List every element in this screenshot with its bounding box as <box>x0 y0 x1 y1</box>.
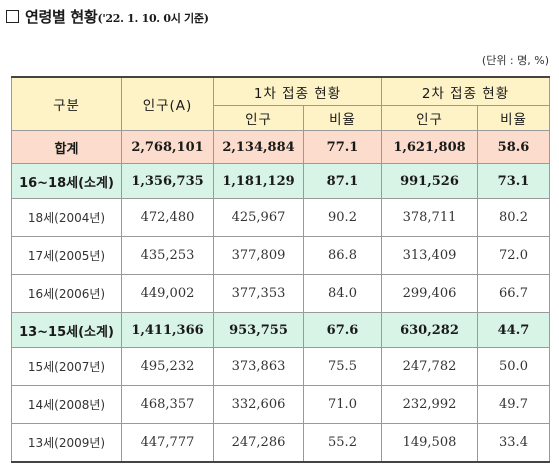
row-label: 13세(2009년) <box>11 423 122 463</box>
header-dose1-pop: 인구 <box>213 105 304 131</box>
row-label: 15세(2007년) <box>11 347 122 386</box>
cell-dose1-pop: 373,863 <box>213 347 304 386</box>
table-row: 15세(2007년) 495,232 373,863 75.5 247,782 … <box>11 347 550 386</box>
cell-dose2-pop: 299,406 <box>381 274 478 313</box>
row-label: 13~15세(소계) <box>11 312 122 348</box>
table-row: 16세(2006년) 449,002 377,353 84.0 299,406 … <box>11 274 550 313</box>
cell-dose2-pop: 1,621,808 <box>381 130 478 164</box>
header-population: 인구(A) <box>121 76 214 131</box>
unit-note: (단위 : 명, %) <box>481 54 549 67</box>
cell-population: 447,777 <box>121 423 214 463</box>
row-label: 16세(2006년) <box>11 274 122 313</box>
table-row: 13세(2009년) 447,777 247,286 55.2 149,508 … <box>11 423 550 463</box>
vaccination-table: 구분 인구(A) 1차 접종 현황 2차 접종 현황 인구 비율 인구 비율 합… <box>11 76 550 463</box>
header-dose2: 2차 접종 현황 <box>381 76 550 106</box>
cell-population: 449,002 <box>121 274 214 313</box>
row-label: 16~18세(소계) <box>11 163 122 199</box>
header-category: 구분 <box>11 76 122 131</box>
header-dose1-rate: 비율 <box>303 105 382 131</box>
cell-dose2-rate: 50.0 <box>477 347 550 386</box>
cell-dose1-rate: 67.6 <box>303 312 382 348</box>
cell-population: 2,768,101 <box>121 130 214 164</box>
row-label: 17세(2005년) <box>11 236 122 275</box>
table-row-subtotal: 13~15세(소계) 1,411,366 953,755 67.6 630,28… <box>11 312 550 348</box>
cell-dose1-rate: 75.5 <box>303 347 382 386</box>
cell-dose2-pop: 991,526 <box>381 163 478 199</box>
cell-dose2-rate: 44.7 <box>477 312 550 348</box>
cell-dose2-pop: 247,782 <box>381 347 478 386</box>
cell-population: 468,357 <box>121 385 214 424</box>
cell-dose2-pop: 149,508 <box>381 423 478 463</box>
title-date: ('22. 1. 10. 0시 기준) <box>97 12 209 25</box>
cell-dose2-pop: 313,409 <box>381 236 478 275</box>
cell-dose1-pop: 953,755 <box>213 312 304 348</box>
cell-dose2-rate: 72.0 <box>477 236 550 275</box>
cell-dose1-rate: 71.0 <box>303 385 382 424</box>
checkbox-square-icon <box>6 10 19 23</box>
table-row: 18세(2004년) 472,480 425,967 90.2 378,711 … <box>11 198 550 237</box>
cell-dose2-pop: 630,282 <box>381 312 478 348</box>
cell-population: 472,480 <box>121 198 214 237</box>
cell-dose1-pop: 247,286 <box>213 423 304 463</box>
cell-dose2-rate: 66.7 <box>477 274 550 313</box>
page-title: 연령별 현황('22. 1. 10. 0시 기준) <box>6 6 209 27</box>
cell-population: 1,411,366 <box>121 312 214 348</box>
header-dose2-pop: 인구 <box>381 105 478 131</box>
header-dose1: 1차 접종 현황 <box>213 76 382 106</box>
cell-dose1-pop: 377,353 <box>213 274 304 313</box>
row-label: 18세(2004년) <box>11 198 122 237</box>
cell-dose1-rate: 84.0 <box>303 274 382 313</box>
cell-dose2-pop: 232,992 <box>381 385 478 424</box>
cell-dose1-rate: 55.2 <box>303 423 382 463</box>
cell-population: 435,253 <box>121 236 214 275</box>
cell-dose1-rate: 90.2 <box>303 198 382 237</box>
table-row-subtotal: 16~18세(소계) 1,356,735 1,181,129 87.1 991,… <box>11 163 550 199</box>
row-label: 합계 <box>11 130 122 164</box>
table-row: 17세(2005년) 435,253 377,809 86.8 313,409 … <box>11 236 550 275</box>
cell-population: 1,356,735 <box>121 163 214 199</box>
cell-dose1-rate: 77.1 <box>303 130 382 164</box>
cell-dose2-rate: 49.7 <box>477 385 550 424</box>
cell-dose1-pop: 425,967 <box>213 198 304 237</box>
cell-dose2-rate: 33.4 <box>477 423 550 463</box>
cell-population: 495,232 <box>121 347 214 386</box>
table-row-total: 합계 2,768,101 2,134,884 77.1 1,621,808 58… <box>11 130 550 164</box>
title-main: 연령별 현황 <box>25 8 98 26</box>
row-label: 14세(2008년) <box>11 385 122 424</box>
cell-dose1-pop: 377,809 <box>213 236 304 275</box>
cell-dose1-pop: 2,134,884 <box>213 130 304 164</box>
header-dose2-rate: 비율 <box>477 105 550 131</box>
cell-dose1-pop: 1,181,129 <box>213 163 304 199</box>
cell-dose1-rate: 87.1 <box>303 163 382 199</box>
cell-dose1-rate: 86.8 <box>303 236 382 275</box>
cell-dose2-pop: 378,711 <box>381 198 478 237</box>
cell-dose1-pop: 332,606 <box>213 385 304 424</box>
cell-dose2-rate: 73.1 <box>477 163 550 199</box>
cell-dose2-rate: 58.6 <box>477 130 550 164</box>
cell-dose2-rate: 80.2 <box>477 198 550 237</box>
table-row: 14세(2008년) 468,357 332,606 71.0 232,992 … <box>11 385 550 424</box>
